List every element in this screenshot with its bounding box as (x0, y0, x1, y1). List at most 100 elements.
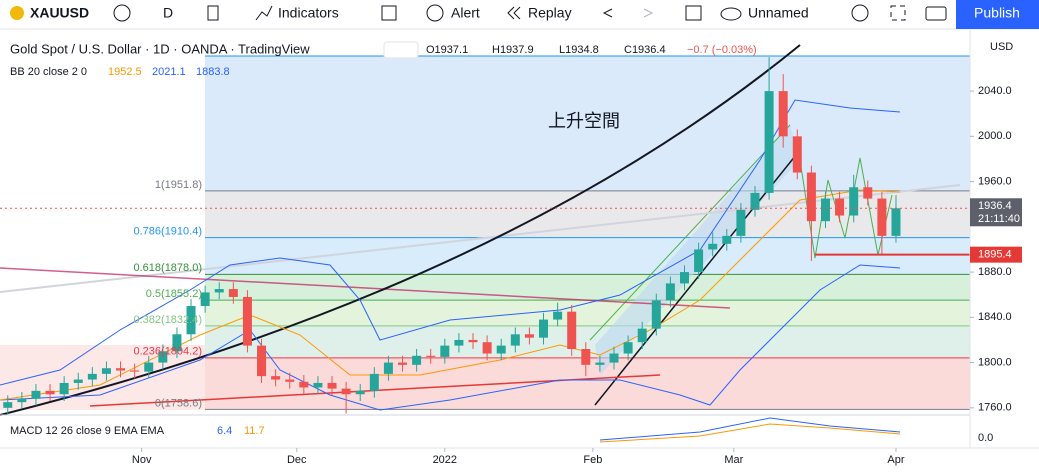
candle-body (242, 296, 252, 346)
replay[interactable]: Replay (528, 5, 572, 21)
y-tick-label: 2000.0 (978, 130, 1012, 142)
live-badge[interactable] (383, 41, 419, 59)
candle-body (750, 192, 760, 210)
indicators-icon[interactable] (255, 5, 273, 21)
candle-body (891, 208, 901, 236)
candle-body (144, 362, 154, 372)
candle-body (849, 187, 859, 216)
symbol[interactable]: XAUUSD (30, 5, 89, 21)
resistance-line (0, 267, 731, 309)
candle-body (172, 334, 182, 352)
candle-body (17, 398, 27, 403)
fullscreen[interactable] (890, 5, 906, 21)
add-symbol[interactable] (113, 4, 131, 22)
chart-style[interactable] (207, 5, 219, 21)
candle-body (454, 339, 464, 346)
replay-icon[interactable] (507, 6, 521, 20)
candle-body (158, 351, 168, 363)
candle-body (539, 319, 549, 338)
candle-body (369, 373, 379, 391)
x-tick-label: Nov (132, 454, 152, 466)
signal-line (599, 423, 901, 443)
ohlc-low: L1934.8 (559, 44, 599, 56)
candle-body (355, 390, 365, 395)
candle-body (877, 198, 887, 236)
fib-label: 0.618(1878.0) (134, 262, 203, 274)
candle-body (73, 379, 83, 383)
candle-body (581, 348, 591, 365)
level-price-label: 1895.4 (978, 249, 1012, 261)
settings[interactable] (851, 4, 869, 22)
candle-body (468, 339, 478, 343)
macd-label: MACD 12 26 close 9 EMA EMA (10, 425, 165, 437)
candle-body (665, 283, 675, 301)
price-axis: USD 2040.0 2000.0 1960.0 1880.0 1840.0 1800.0… (0, 30, 1039, 466)
macd-tick-label: 0.0 (978, 432, 993, 444)
fib-zone (205, 300, 970, 326)
candle-body (341, 388, 351, 395)
currency[interactable]: USD (990, 41, 1013, 53)
candle-body (792, 136, 802, 173)
countdown: 21:11:40 (978, 213, 1020, 225)
candle-body (412, 355, 422, 365)
channel-line (589, 124, 791, 341)
fib-zone (205, 274, 970, 301)
candle-body (820, 198, 830, 222)
candle-body (482, 342, 492, 354)
templates[interactable] (381, 5, 397, 21)
layout-name[interactable]: Unnamed (748, 5, 809, 21)
redo[interactable] (643, 8, 654, 18)
bb-value: 2021.1 (152, 66, 186, 78)
candle-body (87, 373, 97, 380)
candle-body (285, 379, 295, 382)
last-price-box (970, 198, 1022, 227)
interval[interactable]: D (163, 5, 173, 21)
candle-body (440, 345, 450, 357)
x-tick-label: Feb (583, 454, 602, 466)
candle-body (31, 390, 41, 399)
y-tick-label: 2040.0 (978, 85, 1012, 97)
candle-body (398, 362, 408, 365)
candle-body (806, 172, 816, 222)
fib-label: 0.382(1832.4) (134, 314, 203, 326)
candle-body (694, 249, 704, 273)
indicators[interactable]: Indicators (278, 5, 339, 21)
bb-value: 1883.8 (196, 66, 230, 78)
candle-body (524, 334, 534, 338)
undo[interactable] (602, 8, 613, 18)
candle-body (637, 328, 647, 343)
fib-label: 0.236(1804.2) (134, 346, 203, 358)
candle-body (426, 355, 436, 357)
bb-label: BB 20 close 2 0 (10, 66, 87, 78)
screenshot[interactable] (925, 6, 947, 21)
ohlc-open: O1937.1 (426, 44, 468, 56)
publish[interactable]: Publish (974, 5, 1020, 21)
candle-body (271, 376, 281, 380)
alert[interactable]: Alert (451, 5, 480, 21)
x-tick-label: 2022 (433, 454, 457, 466)
candle-body (764, 91, 774, 193)
alert-icon[interactable] (426, 4, 444, 22)
fib-label: 1(1951.8) (155, 179, 202, 191)
candle-body (214, 289, 224, 293)
candle-body (116, 368, 126, 371)
y-tick-label: 1960.0 (978, 175, 1012, 187)
candle-body (708, 243, 718, 250)
candle-body (863, 187, 873, 199)
y-tick-label: 1760.0 (978, 402, 1012, 414)
ohlc-change: −0.7 (−0.03%) (687, 44, 757, 56)
candles (3, 57, 901, 415)
y-tick-label: 1840.0 (978, 311, 1012, 323)
candle-body (101, 368, 111, 374)
cloud-icon[interactable] (720, 7, 742, 21)
y-tick-label: 1800.0 (978, 356, 1012, 368)
candle-body (651, 300, 661, 329)
candle-body (496, 345, 506, 354)
arc-curve (0, 44, 801, 416)
candle-body (313, 382, 323, 388)
layout-icon[interactable] (685, 5, 702, 21)
candle-body (130, 370, 140, 372)
candle-body (257, 345, 267, 377)
publish-button[interactable] (956, 0, 1039, 29)
candle-body (45, 390, 55, 395)
